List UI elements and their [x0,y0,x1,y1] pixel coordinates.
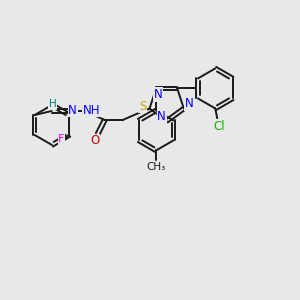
Text: S: S [139,100,146,112]
Text: H: H [49,99,57,109]
Text: NH: NH [83,103,101,116]
Text: F: F [58,134,64,144]
Text: N: N [154,88,163,101]
Text: CH₃: CH₃ [146,162,166,172]
Text: Cl: Cl [213,120,225,133]
Text: N: N [157,110,166,122]
Text: N: N [68,103,77,116]
Text: O: O [90,134,99,148]
Text: N: N [184,97,193,110]
